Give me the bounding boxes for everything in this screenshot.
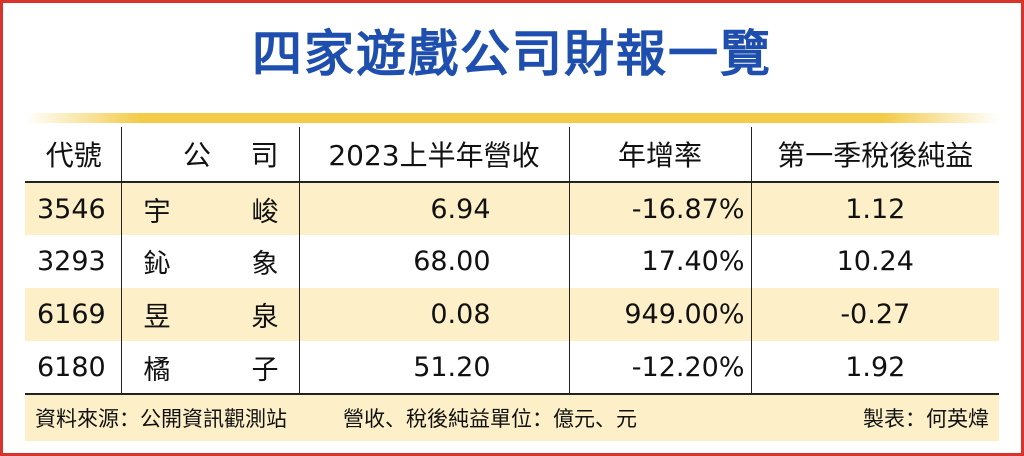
table-footer: 資料來源：公開資訊觀測站 營收、稅後純益單位：億元、元 製表：何英煒 (25, 393, 999, 441)
cell-yoy: 17.40% (569, 235, 752, 288)
company-char-1: 宇 (143, 196, 171, 228)
table-header-row: 代號 公司 2023上半年營收 年增率 第一季稅後純益 (25, 127, 999, 182)
cell-yoy: -16.87% (569, 182, 752, 235)
cell-code: 3293 (25, 235, 122, 288)
cell-code: 6180 (25, 341, 122, 394)
company-char-1: 橘 (143, 355, 171, 386)
cell-yoy: -12.20% (569, 341, 752, 394)
cell-company: 橘子 (121, 341, 300, 394)
cell-code: 3546 (25, 182, 122, 235)
cell-revenue: 6.94 (299, 182, 570, 235)
financial-table: 代號 公司 2023上半年營收 年增率 第一季稅後純益 3546 宇峻 6.94… (25, 127, 999, 394)
header-revenue: 2023上半年營收 (299, 127, 570, 182)
data-source-note: 資料來源：公開資訊觀測站 (35, 407, 287, 431)
header-yoy: 年增率 (569, 127, 752, 182)
cell-net-income: 10.24 (836, 246, 914, 277)
cell-company: 昱泉 (121, 288, 300, 341)
cell-company: 宇峻 (121, 182, 300, 235)
cell-net-income: 1.12 (751, 182, 999, 235)
cell-net-income: -0.27 (751, 288, 999, 341)
table-row: 3546 宇峻 6.94 -16.87% 1.12 (25, 182, 999, 235)
company-char-2: 象 (251, 249, 279, 280)
cell-net-income: 1.92 (845, 352, 906, 383)
header-code: 代號 (25, 127, 122, 182)
header-net-income: 第一季稅後純益 (777, 139, 974, 172)
cell-revenue: 68.00 (299, 235, 570, 288)
cell-company: 鈊象 (121, 235, 300, 288)
table-row: 6169 昱泉 0.08 949.00% -0.27 (25, 288, 999, 341)
cell-revenue: 51.20 (299, 341, 570, 394)
company-char-2: 峻 (251, 196, 279, 228)
company-char-1: 昱 (143, 302, 171, 333)
header-company: 公司 (121, 127, 300, 182)
header-company-char-2: 司 (250, 139, 279, 172)
units-note: 營收、稅後純益單位：億元、元 (343, 407, 637, 431)
table-row: 6180 橘子 51.20 -12.20% 1.92 (25, 341, 999, 394)
company-char-2: 泉 (251, 302, 279, 333)
company-char-1: 鈊 (143, 249, 171, 280)
cell-yoy: 949.00% (569, 288, 752, 341)
title-divider (25, 113, 999, 123)
company-char-2: 子 (251, 355, 279, 386)
header-company-char-1: 公 (182, 139, 211, 172)
cell-revenue: 0.08 (299, 288, 570, 341)
cell-code: 6169 (25, 288, 122, 341)
table-row: 3293 鈊象 68.00 17.40% 10.24 (25, 235, 999, 288)
report-title: 四家遊戲公司財報一覽 (252, 25, 772, 83)
table-author: 製表：何英煒 (863, 407, 989, 431)
